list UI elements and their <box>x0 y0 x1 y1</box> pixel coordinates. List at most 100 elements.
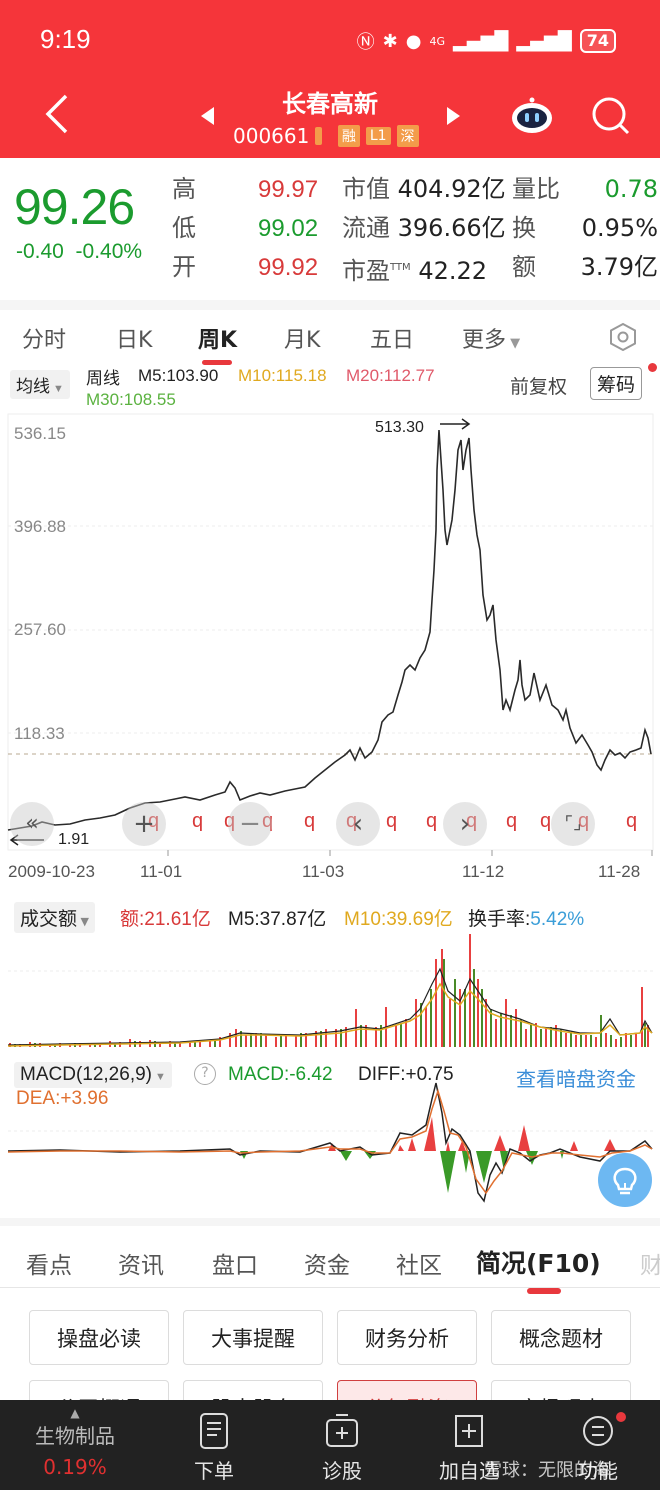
quote-stats: 市值 404.92亿 流通 396.66亿 市盈TTM 42.22 <box>342 170 506 291</box>
volume-selector[interactable]: 成交额 ▼ <box>14 902 95 933</box>
quote-panel: 99.26 -0.40 -0.40% 高 低 开 99.97 99.02 99.… <box>0 160 660 290</box>
label-high: 高 <box>172 175 196 203</box>
macd-chart <box>7 1082 653 1203</box>
tag-exchange: 深 <box>396 125 419 147</box>
fullscreen-button[interactable]: ⌜⌟ <box>551 802 595 846</box>
volume-chart <box>7 934 653 1047</box>
tab-more[interactable]: 更多 ▼ <box>462 322 520 354</box>
change-abs: -0.40 <box>16 240 64 263</box>
f10-must-read[interactable]: 操盘必读 <box>29 1310 169 1365</box>
value-low: 99.02 <box>258 215 319 242</box>
caret-up-icon: ▲ <box>70 1406 80 1420</box>
ma-selector[interactable]: 均线 ▼ <box>10 370 70 399</box>
help-icon[interactable]: ? <box>194 1063 216 1085</box>
zoom-out-button[interactable]: − <box>228 802 272 846</box>
label-volume-ratio: 量比 <box>512 175 560 203</box>
sector-change: 0.19% <box>43 1455 107 1479</box>
chevron-down-icon: ▼ <box>77 915 89 928</box>
back-button[interactable] <box>38 92 78 136</box>
notification-dot <box>616 1412 626 1422</box>
nfc-icon: Ⓝ <box>356 32 375 53</box>
status-icons: Ⓝ ✱ ● 4G ▂▄▆█ ▂▄▆█ 74 <box>357 28 616 54</box>
dark-pool-link[interactable]: 查看暗盘资金 <box>516 1067 636 1091</box>
add-watchlist-button[interactable]: 加自选 <box>434 1412 504 1484</box>
volume-amount: 额:21.61亿 <box>120 909 211 930</box>
ma20-value: M20:112.77 <box>346 366 435 385</box>
macd-selector[interactable]: MACD(12,26,9) ▼ <box>14 1062 172 1088</box>
volume-panel[interactable]: 成交额 ▼ 额:21.61亿 M5:37.87亿 M10:39.69亿 换手率:… <box>0 893 660 1051</box>
tab-orderbook[interactable]: 盘口 <box>212 1253 258 1279</box>
tab-daily-k[interactable]: 日K <box>116 328 153 353</box>
document-icon <box>200 1413 228 1449</box>
tab-monthly-k[interactable]: 月K <box>284 328 321 353</box>
menu-circle-icon <box>583 1416 613 1446</box>
lightbulb-icon <box>613 1167 637 1195</box>
ma30-value: M30:108.55 <box>86 390 176 409</box>
period-tabs: 分时 日K 周K 月K 五日 更多 ▼ <box>0 300 660 365</box>
ma-selector-label: 均线 <box>16 377 50 396</box>
tab-five-day[interactable]: 五日 <box>370 328 415 353</box>
f10-concepts[interactable]: 概念题材 <box>491 1310 631 1365</box>
macd-value: MACD:-6.42 <box>228 1064 333 1085</box>
diagnose-label: 诊股 <box>322 1459 362 1483</box>
notification-dot <box>648 363 657 372</box>
tab-f10[interactable]: 简况(F10) <box>476 1249 601 1278</box>
f10-financials[interactable]: 财务分析 <box>337 1310 477 1365</box>
sector-button[interactable]: ▲ 生物制品 0.19% <box>20 1406 130 1479</box>
change-pct: -0.40% <box>75 240 143 263</box>
order-label: 下单 <box>194 1459 234 1483</box>
order-button[interactable]: 下单 <box>182 1412 246 1484</box>
value-high: 99.97 <box>258 176 319 203</box>
zoom-in-button[interactable]: + <box>122 802 166 846</box>
scroll-right-button[interactable]: › <box>443 802 487 846</box>
app-header: 9:19 Ⓝ ✱ ● 4G ▂▄▆█ ▂▄▆█ 74 长春高新 000661 融… <box>0 0 660 158</box>
robot-assistant-icon[interactable] <box>510 96 554 134</box>
value-amount: 3.79亿 <box>580 253 658 281</box>
tips-button[interactable] <box>598 1153 652 1207</box>
x-tick-2: 11-03 <box>302 862 345 881</box>
tab-highlights[interactable]: 看点 <box>26 1253 72 1279</box>
chevron-down-icon: ▼ <box>50 383 64 395</box>
macd-panel[interactable]: MACD(12,26,9) ▼ ? MACD:-6.42 DIFF:+0.75 … <box>0 1053 660 1208</box>
f10-events[interactable]: 大事提醒 <box>183 1310 323 1365</box>
chips-button[interactable]: 筹码 <box>590 367 643 400</box>
label-low: 低 <box>172 214 196 242</box>
scroll-left-button[interactable]: ‹ <box>336 802 380 846</box>
prev-stock-button[interactable] <box>201 107 214 125</box>
tab-weekly-k[interactable]: 周K <box>198 328 238 353</box>
functions-button[interactable]: 功能 <box>566 1412 630 1484</box>
tab-funds[interactable]: 资金 <box>304 1253 350 1279</box>
label-float-cap: 流通 <box>342 214 390 242</box>
bottom-action-bar: ▲ 生物制品 0.19% 下单 诊股 加自选 功能 雪球：无限的海 <box>0 1400 660 1490</box>
label-market-cap: 市值 <box>342 175 390 203</box>
price-chart[interactable]: 536.15 396.88 257.60 118.33 513.30 1.91 … <box>0 410 660 890</box>
quote-labels: 高 低 开 <box>172 170 196 287</box>
tag-margin: 融 <box>337 125 360 147</box>
f10-grid: 操盘必读 大事提醒 财务分析 概念题材 公司概况 股本股东 分红融资 市场观点 <box>0 1290 660 1435</box>
plus-square-icon <box>455 1415 483 1447</box>
y-tick-536: 536.15 <box>14 424 66 443</box>
adjust-mode[interactable]: 前复权 <box>510 377 568 398</box>
zoom-to-start-button[interactable]: « <box>10 802 54 846</box>
search-icon[interactable] <box>590 95 632 137</box>
turnover-rate: 换手率:5.42% <box>468 904 584 931</box>
diagnose-button[interactable]: 诊股 <box>310 1412 374 1484</box>
ma5-value: M5:103.90 <box>138 366 219 385</box>
location-icon: ● <box>405 30 422 52</box>
sector-name: 生物制品 <box>35 1424 115 1448</box>
next-stock-button[interactable] <box>447 107 460 125</box>
volume-selector-label: 成交额 <box>20 908 78 930</box>
tab-intraday[interactable]: 分时 <box>22 328 67 353</box>
tab-news[interactable]: 资讯 <box>118 1253 164 1279</box>
ma-legend: 均线 ▼ 周线 M5:103.90 M10:115.18 M20:112.77 … <box>0 362 660 410</box>
tab-community[interactable]: 社区 <box>396 1253 442 1279</box>
volume-m10: M10:39.69亿 <box>344 909 453 930</box>
tab-finance[interactable]: 财 <box>640 1253 660 1279</box>
macd-selector-label: MACD(12,26,9) <box>20 1064 152 1085</box>
ma-period: 周线 <box>86 369 120 388</box>
chevron-down-icon: ▼ <box>506 336 521 351</box>
dea-value: DEA:+3.96 <box>16 1088 109 1109</box>
y-tick-396: 396.88 <box>14 517 66 536</box>
settings-icon[interactable] <box>608 322 638 352</box>
